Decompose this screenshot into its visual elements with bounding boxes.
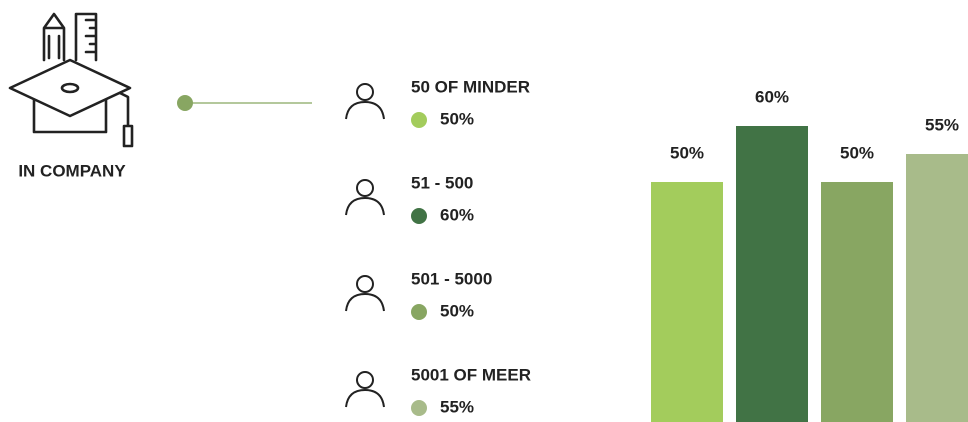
connector-dot	[177, 95, 193, 111]
person-icon-head	[356, 179, 374, 197]
bar-value-label: 50%	[840, 143, 874, 162]
person-icon-body	[345, 196, 385, 216]
person-icon-body	[345, 292, 385, 312]
legend-dot	[411, 208, 427, 224]
bar	[651, 182, 723, 422]
legend-dot	[411, 112, 427, 128]
legend-category: 51 - 500	[411, 173, 473, 192]
bar-value-label: 55%	[925, 115, 959, 134]
person-icon-body	[345, 388, 385, 408]
person-icon-head	[356, 275, 374, 293]
bar	[821, 182, 893, 422]
education-icon	[8, 12, 134, 148]
legend-value: 60%	[440, 205, 474, 224]
person-icon-head	[356, 83, 374, 101]
person-icon-body	[345, 100, 385, 120]
bar	[736, 126, 808, 422]
person-icon-head	[356, 371, 374, 389]
legend-value: 50%	[440, 301, 474, 320]
legend-dot	[411, 304, 427, 320]
legend-value: 55%	[440, 397, 474, 416]
bar-value-label: 60%	[755, 87, 789, 106]
bar	[906, 154, 968, 422]
legend-dot	[411, 400, 427, 416]
legend-value: 50%	[440, 109, 474, 128]
section-label: IN COMPANY	[18, 161, 126, 180]
legend-category: 501 - 5000	[411, 269, 492, 288]
legend-category: 5001 OF MEER	[411, 365, 531, 384]
legend-category: 50 OF MINDER	[411, 77, 530, 96]
bar-value-label: 50%	[670, 143, 704, 162]
